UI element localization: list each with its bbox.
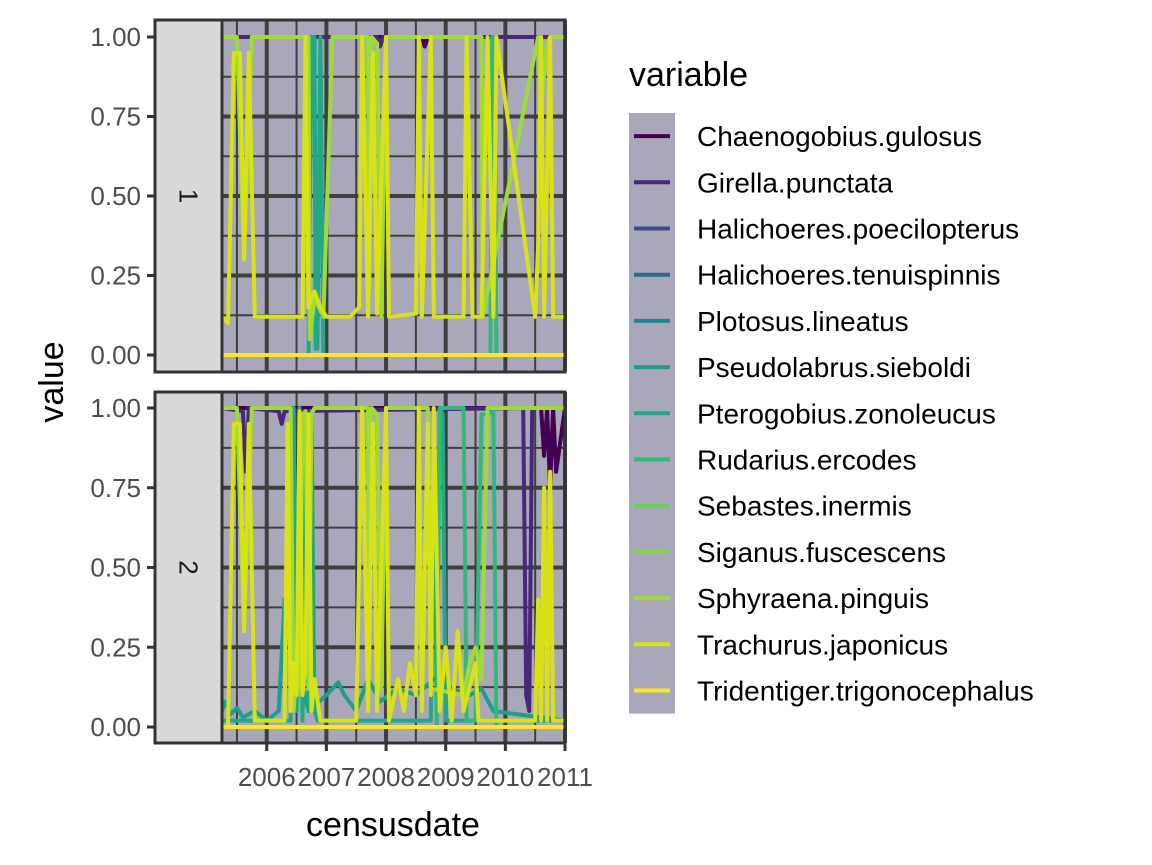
series-line-rudarius-ercodes: [222, 406, 565, 729]
legend-label: Pterogobius.zonoleucus: [697, 398, 996, 429]
legend-label: Sphyraena.pinguis: [697, 583, 929, 614]
legend-label: Sebastes.inermis: [697, 491, 912, 522]
y-tick-label: 0.50: [90, 553, 141, 583]
series-line-trachurus-japonicus: [220, 35, 565, 326]
y-tick-label: 0.75: [90, 473, 141, 503]
facet-strip: [153, 18, 224, 374]
y-tick-label: 0.25: [90, 261, 141, 291]
x-tick-label: 2009: [417, 762, 475, 792]
facet-strip-label: 2: [174, 560, 204, 574]
x-tick-label: 2007: [297, 762, 355, 792]
x-tick-label: 2011: [537, 762, 593, 792]
legend: variable Chaenogobius.gulosus Girella.pun…: [629, 56, 1034, 714]
series-line-sphyraena-pinguis: [222, 406, 565, 713]
y-axis-title: value: [33, 341, 71, 422]
legend-label: Pseudolabrus.sieboldi: [697, 352, 971, 383]
legend-label: Trachurus.japonicus: [697, 629, 948, 660]
facet-panel-1: 1 0.00 0.25 0.50 0.75 1.00: [90, 18, 567, 374]
x-axis: 2006 2007 2008 2009 2010 2011: [155, 741, 593, 792]
series-line-girella-punctata: [221, 406, 565, 713]
legend-label: Girella.punctata: [697, 167, 894, 198]
y-tick-label: 0.25: [90, 632, 141, 662]
facet-panels: 1 0.00 0.25 0.50 0.75 1.00 2 0.00 0.25 0.50 0.75 1.…: [90, 18, 567, 745]
facet-panel-2: 2 0.00 0.25 0.50 0.75 1.00: [90, 390, 567, 745]
y-tick-label: 1.00: [90, 22, 141, 52]
legend-label: Chaenogobius.gulosus: [697, 121, 982, 152]
legend-label: Rudarius.ercodes: [697, 445, 916, 476]
legend-title: variable: [629, 56, 748, 94]
series-line-trachurus-japonicus: [222, 406, 565, 729]
legend-label: Plotosus.lineatus: [697, 306, 909, 337]
y-tick-label: 0.00: [90, 712, 141, 742]
legend-label: Halichoeres.poecilopterus: [697, 214, 1019, 245]
legend-label: Tridentiger.trigonocephalus: [697, 676, 1034, 707]
x-tick-label: 2006: [238, 762, 296, 792]
facet-strip-label: 1: [174, 189, 204, 203]
x-tick-label: 2008: [357, 762, 415, 792]
legend-label: Siganus.fuscescens: [697, 537, 946, 568]
legend-label: Halichoeres.tenuispinnis: [697, 260, 1001, 291]
y-tick-label: 0.00: [90, 340, 141, 370]
x-axis-title: censusdate: [306, 806, 480, 844]
x-tick-label: 2010: [476, 762, 534, 792]
y-tick-label: 0.75: [90, 102, 141, 132]
y-tick-label: 1.00: [90, 393, 141, 423]
y-tick-label: 0.50: [90, 181, 141, 211]
